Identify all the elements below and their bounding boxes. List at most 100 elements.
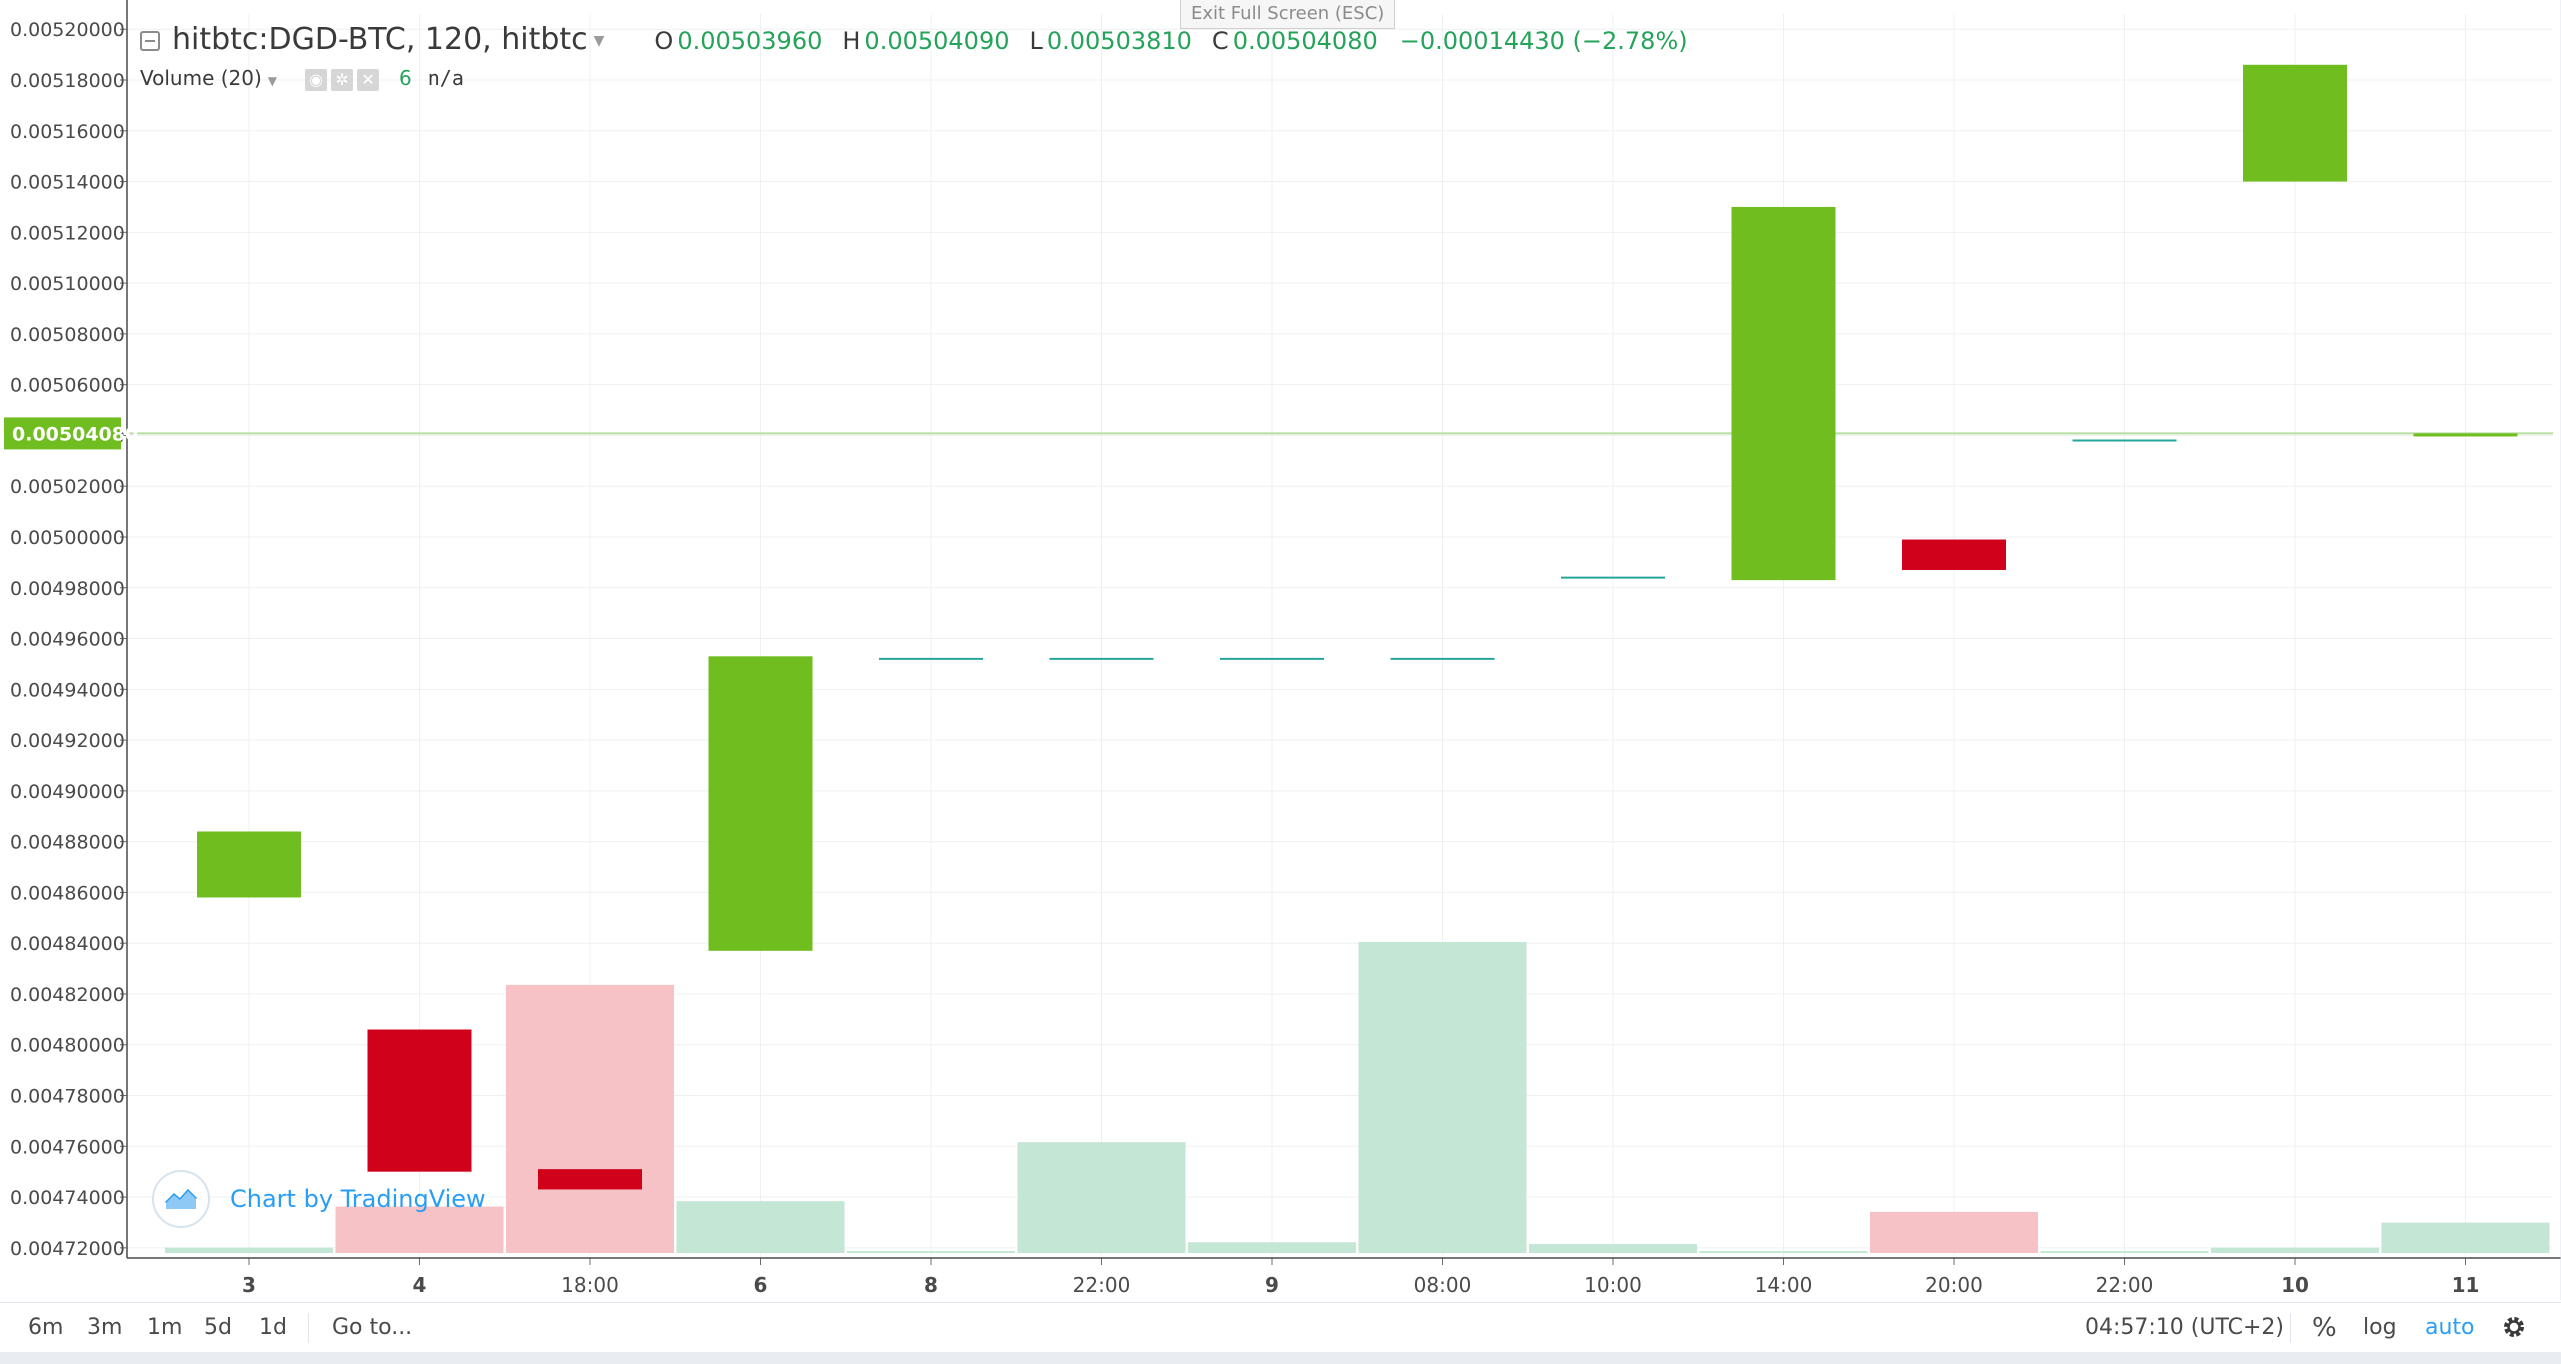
range-1m-button[interactable]: 1m <box>147 1315 183 1340</box>
last-price-label: 0.00504080 <box>12 423 138 445</box>
last-price-badge <box>4 417 121 450</box>
x-tick-label: 08:00 <box>1414 1273 1472 1297</box>
volume-study-label[interactable]: Volume (20) <box>140 66 262 90</box>
open-key: O <box>654 27 674 55</box>
y-tick-label: 0.00496000 <box>10 629 125 651</box>
tradingview-logo-icon <box>152 1170 210 1228</box>
y-tick-label: 0.00520000 <box>10 19 125 41</box>
volume-legend: Volume (20) ▼ ◉ ✲ ✕ 6 n/a <box>140 66 464 91</box>
volume-bar <box>1017 1142 1186 1253</box>
volume-bar <box>1529 1244 1697 1253</box>
volume-bar <box>1699 1251 1868 1253</box>
candle-down[interactable] <box>367 1029 472 1172</box>
x-tick-label: 22:00 <box>1073 1273 1131 1297</box>
y-tick-label: 0.00510000 <box>10 273 125 295</box>
volume-bar <box>2211 1247 2379 1253</box>
chevron-down-icon[interactable]: ▼ <box>267 74 278 88</box>
close-icon[interactable]: ✕ <box>357 69 380 91</box>
volume-bar <box>1188 1242 1356 1253</box>
plot-area[interactable] <box>127 14 2553 1258</box>
candle-down[interactable] <box>1902 539 2006 570</box>
timezone-clock[interactable]: 04:57:10 (UTC+2) <box>2085 1315 2285 1340</box>
low-key: L <box>1029 27 1043 55</box>
y-tick-label: 0.00506000 <box>10 375 125 397</box>
y-tick-label: 0.00482000 <box>10 984 125 1006</box>
candle-up[interactable] <box>2413 433 2518 437</box>
x-tick-label: 4 <box>413 1273 427 1297</box>
low-value: 0.00503810 <box>1046 27 1192 55</box>
y-tick-label: 0.00508000 <box>10 324 125 346</box>
range-3m-button[interactable]: 3m <box>87 1315 123 1340</box>
gear-icon[interactable]: ✲ <box>331 69 354 91</box>
volume-ma-value: n/a <box>427 66 464 90</box>
watermark-text[interactable]: Chart by TradingView <box>230 1185 486 1213</box>
series-legend: hitbtc:DGD-BTC, 120, hitbtc ▼ O 0.005039… <box>140 22 1688 57</box>
y-tick-label: 0.00512000 <box>10 222 125 244</box>
volume-bar <box>676 1201 845 1253</box>
range-6m-button[interactable]: 6m <box>28 1315 64 1340</box>
candle-up[interactable] <box>197 831 301 898</box>
y-tick-label: 0.00484000 <box>10 933 125 955</box>
goto-button[interactable]: Go to... <box>332 1315 413 1340</box>
y-tick-label: 0.00488000 <box>10 832 125 854</box>
divider <box>308 1313 309 1343</box>
x-tick-label: 3 <box>242 1273 256 1297</box>
volume-bar <box>335 1206 504 1253</box>
price-chart[interactable]: 0.00520000 0.00518000 0.00516000 0.00514000… <box>0 0 2561 1300</box>
volume-bar <box>1358 942 1527 1253</box>
volume-value: 6 <box>399 66 412 90</box>
y-tick-label: 0.00480000 <box>10 1035 125 1057</box>
volume-bar <box>2381 1222 2550 1253</box>
y-tick-label: 0.00474000 <box>10 1187 125 1209</box>
range-1d-button[interactable]: 1d <box>259 1315 287 1340</box>
y-tick-label: 0.00500000 <box>10 527 125 549</box>
log-scale-button[interactable]: log <box>2363 1315 2397 1340</box>
bottom-toolbar: 6m 3m 1m 5d 1d Go to... 04:57:10 (UTC+2)… <box>0 1302 2561 1353</box>
volume-bar <box>847 1251 1015 1253</box>
x-tick-label: 6 <box>754 1273 768 1297</box>
y-tick-label: 0.00472000 <box>10 1238 125 1260</box>
x-tick-label: 10:00 <box>1584 1273 1642 1297</box>
footer-strip <box>0 1352 2561 1364</box>
percent-scale-button[interactable]: % <box>2312 1313 2337 1343</box>
y-tick-label: 0.00502000 <box>10 476 125 498</box>
auto-scale-button[interactable]: auto <box>2425 1315 2475 1340</box>
y-tick-label: 0.00516000 <box>10 121 125 143</box>
close-value: 0.00504080 <box>1232 27 1378 55</box>
x-tick-label: 11 <box>2452 1273 2480 1297</box>
volume-bar <box>506 984 674 1253</box>
high-key: H <box>842 27 861 55</box>
close-key: C <box>1211 27 1229 55</box>
y-tick-label: 0.00478000 <box>10 1086 125 1108</box>
x-tick-label: 14:00 <box>1755 1273 1813 1297</box>
open-value: 0.00503960 <box>677 27 823 55</box>
candle-up[interactable] <box>708 656 813 951</box>
candle-up[interactable] <box>1731 206 1836 581</box>
y-tick-label: 0.00486000 <box>10 882 125 904</box>
high-value: 0.00504090 <box>864 27 1010 55</box>
candle-down[interactable] <box>538 1169 642 1190</box>
y-tick-label: 0.00514000 <box>10 172 125 194</box>
collapse-legend-icon[interactable] <box>140 31 160 51</box>
candle-up[interactable] <box>2243 64 2347 182</box>
volume-bar <box>1870 1211 2038 1253</box>
volume-bar <box>2040 1251 2209 1253</box>
divider <box>2290 1313 2291 1343</box>
volume-bar <box>165 1247 333 1253</box>
y-tick-label: 0.00492000 <box>10 730 125 752</box>
y-tick-label: 0.00490000 <box>10 781 125 803</box>
exit-fullscreen-hint[interactable]: Exit Full Screen (ESC) <box>1180 0 1396 29</box>
y-tick-label: 0.00518000 <box>10 70 125 92</box>
x-tick-label: 20:00 <box>1925 1273 1983 1297</box>
tradingview-watermark[interactable]: Chart by TradingView <box>152 1170 486 1228</box>
symbol-title[interactable]: hitbtc:DGD-BTC, 120, hitbtc <box>172 22 588 57</box>
visibility-eye-icon[interactable]: ◉ <box>305 69 328 91</box>
chevron-down-icon[interactable]: ▼ <box>593 33 605 49</box>
x-tick-label: 8 <box>924 1273 938 1297</box>
range-5d-button[interactable]: 5d <box>204 1315 232 1340</box>
gear-icon[interactable] <box>2500 1313 2528 1345</box>
x-tick-label: 22:00 <box>2096 1273 2154 1297</box>
change-value: −0.00014430 (−2.78%) <box>1399 27 1688 55</box>
y-tick-label: 0.00476000 <box>10 1136 125 1158</box>
